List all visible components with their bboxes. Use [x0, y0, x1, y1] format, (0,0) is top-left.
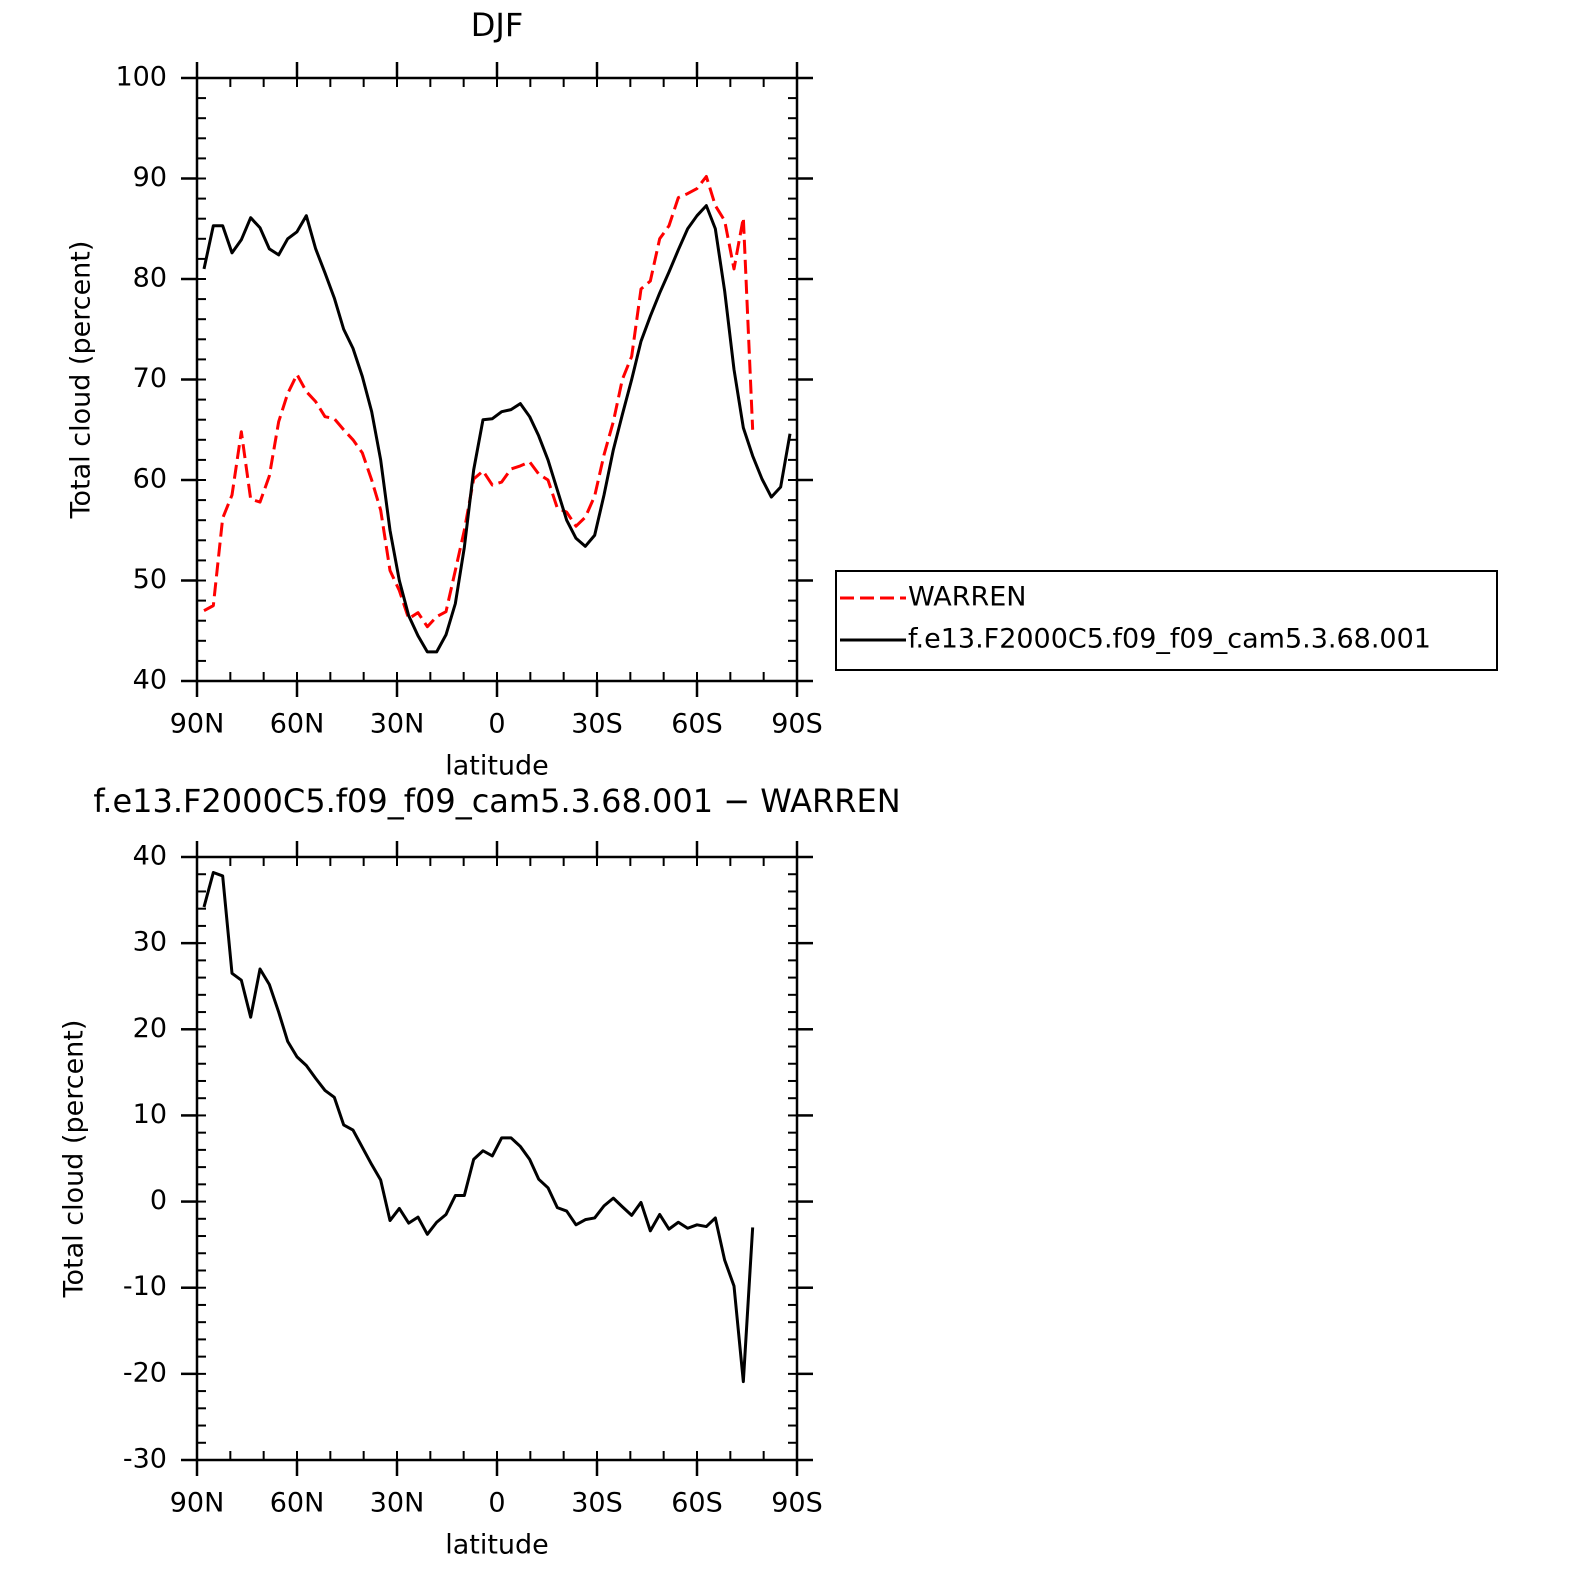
x-axis-label: latitude: [445, 1530, 549, 1561]
y-tick-label: 0: [150, 1185, 167, 1216]
y-tick-label: 100: [115, 62, 167, 93]
y-tick-label: 40: [133, 841, 167, 872]
x-tick-label: 0: [488, 709, 505, 740]
plot-frame: [195, 855, 799, 1462]
x-axis-label: latitude: [445, 751, 549, 782]
y-tick-label: 50: [133, 564, 167, 595]
legend: WARREN f.e13.F2000C5.f09_f09_cam5.3.68.00…: [835, 570, 1498, 671]
y-tick-label: 40: [133, 665, 167, 696]
x-tick-label: 60S: [671, 1488, 723, 1519]
x-tick-label: 90S: [771, 709, 823, 740]
y-tick-label: -20: [123, 1357, 167, 1388]
y-tick-label: 80: [133, 263, 167, 294]
x-tick-label: 90N: [170, 1488, 225, 1519]
y-tick-label: -10: [123, 1271, 167, 1302]
series-line: [203, 174, 755, 629]
y-tick-label: 90: [133, 162, 167, 193]
x-tick-label: 60N: [270, 709, 325, 740]
y-tick-label: 60: [133, 464, 167, 495]
x-tick-label: 90S: [771, 1488, 823, 1519]
x-tick-label: 60S: [671, 709, 723, 740]
series-line: [202, 204, 792, 654]
legend-label: WARREN: [908, 582, 1026, 613]
y-tick-label: 10: [133, 1099, 167, 1130]
y-tick-label: 70: [133, 363, 167, 394]
x-tick-label: 90N: [170, 709, 225, 740]
series-line: [202, 871, 755, 1384]
y-tick-label: 20: [133, 1013, 167, 1044]
legend-box: [835, 570, 1498, 671]
x-tick-label: 30N: [370, 1488, 425, 1519]
x-tick-label: 30S: [571, 1488, 623, 1519]
plot-frame: [195, 76, 799, 683]
plot: 40 50 60 70 80 90 100 90N 60N 30N 0 30S 60S 90S DJF lat…: [66, 6, 1498, 782]
y-tick-label: -30: [123, 1444, 167, 1475]
plot: -30 -20 -10 0 10 20 30 40 90N 60N 30N 0 30S 60S 90S f.e…: [59, 782, 901, 1561]
x-tick-label: 0: [488, 1488, 505, 1519]
x-tick-label: 30N: [370, 709, 425, 740]
chart-title: DJF: [471, 6, 523, 44]
y-tick-label: 30: [133, 927, 167, 958]
x-tick-label: 30S: [571, 709, 623, 740]
x-tick-label: 60N: [270, 1488, 325, 1519]
chart-title: f.e13.F2000C5.f09_f09_cam5.3.68.001 − WA…: [93, 782, 900, 820]
legend-label: f.e13.F2000C5.f09_f09_cam5.3.68.001: [908, 624, 1431, 655]
y-axis-label: Total cloud (percent): [66, 241, 97, 520]
y-axis-label: Total cloud (percent): [59, 1020, 90, 1299]
